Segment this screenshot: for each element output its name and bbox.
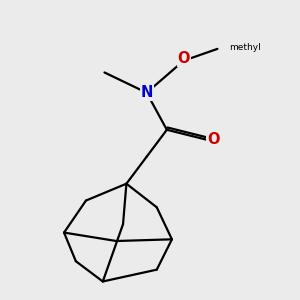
Text: N: N — [140, 85, 153, 100]
Text: methyl: methyl — [229, 43, 261, 52]
Text: O: O — [178, 52, 190, 67]
Text: O: O — [207, 132, 220, 147]
